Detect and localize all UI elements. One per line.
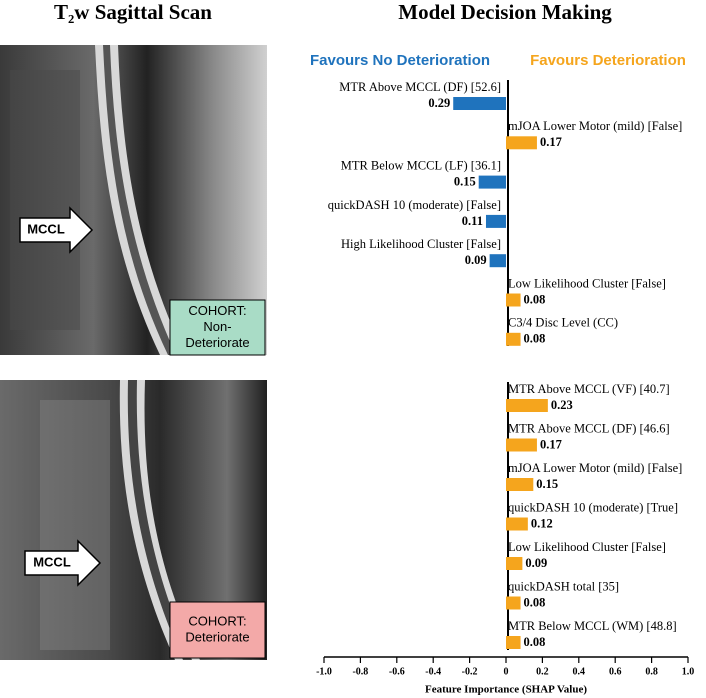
cohort-label: Deteriorate (185, 629, 249, 644)
category-label: quickDASH 10 (moderate) [True] (508, 500, 678, 514)
bar (506, 557, 523, 570)
x-axis-label: Feature Importance (SHAP Value) (425, 684, 587, 696)
value-label: 0.12 (531, 516, 553, 530)
category-label: mJOA Lower Motor (mild) [False] (508, 461, 682, 475)
scan-title: T₂w Sagittal Scan (54, 0, 212, 24)
bar (506, 399, 548, 412)
legend-entry: Favours Deterioration (530, 52, 686, 69)
value-label: 0.17 (540, 135, 562, 149)
mri-image (0, 45, 267, 355)
cohort-label: Non- (203, 319, 231, 334)
arrow-label: MCCL (27, 221, 65, 236)
value-label: 0.08 (524, 332, 546, 346)
legend-entry: Favours No Deterioration (310, 52, 490, 69)
x-tick-label: -0.2 (462, 666, 478, 677)
x-tick-label: -0.4 (425, 666, 441, 677)
x-tick-label: 0.8 (645, 666, 658, 677)
bar (506, 517, 528, 531)
x-tick-label: 0.6 (609, 666, 622, 677)
value-label: 0.08 (524, 292, 546, 306)
category-label: MTR Below MCCL (LF) [36.1] (341, 158, 501, 172)
arrow (24, 539, 102, 587)
x-tick-label: 0.4 (573, 666, 586, 677)
bar (489, 254, 506, 268)
cohort-box (169, 299, 266, 356)
bar (478, 175, 506, 189)
cohort-box (169, 601, 266, 659)
x-tick-label: -0.8 (352, 666, 368, 677)
value-label: 0.17 (540, 437, 562, 451)
value-label: 0.08 (524, 635, 546, 649)
value-label: 0.09 (465, 253, 487, 267)
x-tick-label: 0 (504, 666, 509, 677)
cohort-label: COHORT: (188, 303, 246, 318)
category-label: High Likelihood Cluster [False] (341, 237, 501, 251)
category-label: Low Likelihood Cluster [False] (508, 540, 666, 554)
bar (506, 596, 521, 610)
arrow-label: MCCL (33, 554, 71, 569)
category-label: Low Likelihood Cluster [False] (508, 276, 666, 290)
value-label: 0.29 (428, 96, 450, 110)
value-label: 0.09 (525, 556, 547, 570)
category-label: quickDASH total [35] (508, 579, 619, 593)
category-label: MTR Above MCCL (VF) [40.7] (508, 382, 670, 396)
bar (506, 478, 534, 491)
mri-image (0, 380, 267, 660)
value-label: 0.15 (536, 477, 558, 491)
arrow (19, 206, 94, 254)
value-label: 0.11 (462, 214, 483, 228)
bar (506, 136, 537, 150)
bar (506, 332, 521, 346)
x-tick-label: -1.0 (316, 666, 332, 677)
value-label: 0.08 (524, 595, 546, 609)
bar (453, 97, 506, 110)
bar (506, 293, 521, 307)
value-label: 0.23 (551, 398, 573, 412)
category-label: MTR Above MCCL (DF) [52.6] (339, 80, 501, 94)
bar (506, 438, 537, 452)
cohort-label: Deteriorate (185, 335, 249, 350)
bar (506, 636, 521, 649)
value-label: 0.15 (454, 174, 476, 188)
x-tick-label: 1.0 (682, 666, 695, 677)
category-label: quickDASH 10 (moderate) [False] (328, 198, 501, 212)
x-tick-label: 0.2 (536, 666, 549, 677)
category-label: C3/4 Disc Level (CC) (508, 316, 618, 330)
category-label: MTR Above MCCL (DF) [46.6] (508, 421, 670, 435)
category-label: mJOA Lower Motor (mild) [False] (508, 119, 682, 133)
bar (485, 214, 506, 228)
category-label: MTR Below MCCL (WM) [48.8] (508, 619, 677, 633)
cohort-label: COHORT: (188, 613, 246, 628)
chart-title: Model Decision Making (398, 0, 612, 24)
x-tick-label: -0.6 (389, 666, 405, 677)
